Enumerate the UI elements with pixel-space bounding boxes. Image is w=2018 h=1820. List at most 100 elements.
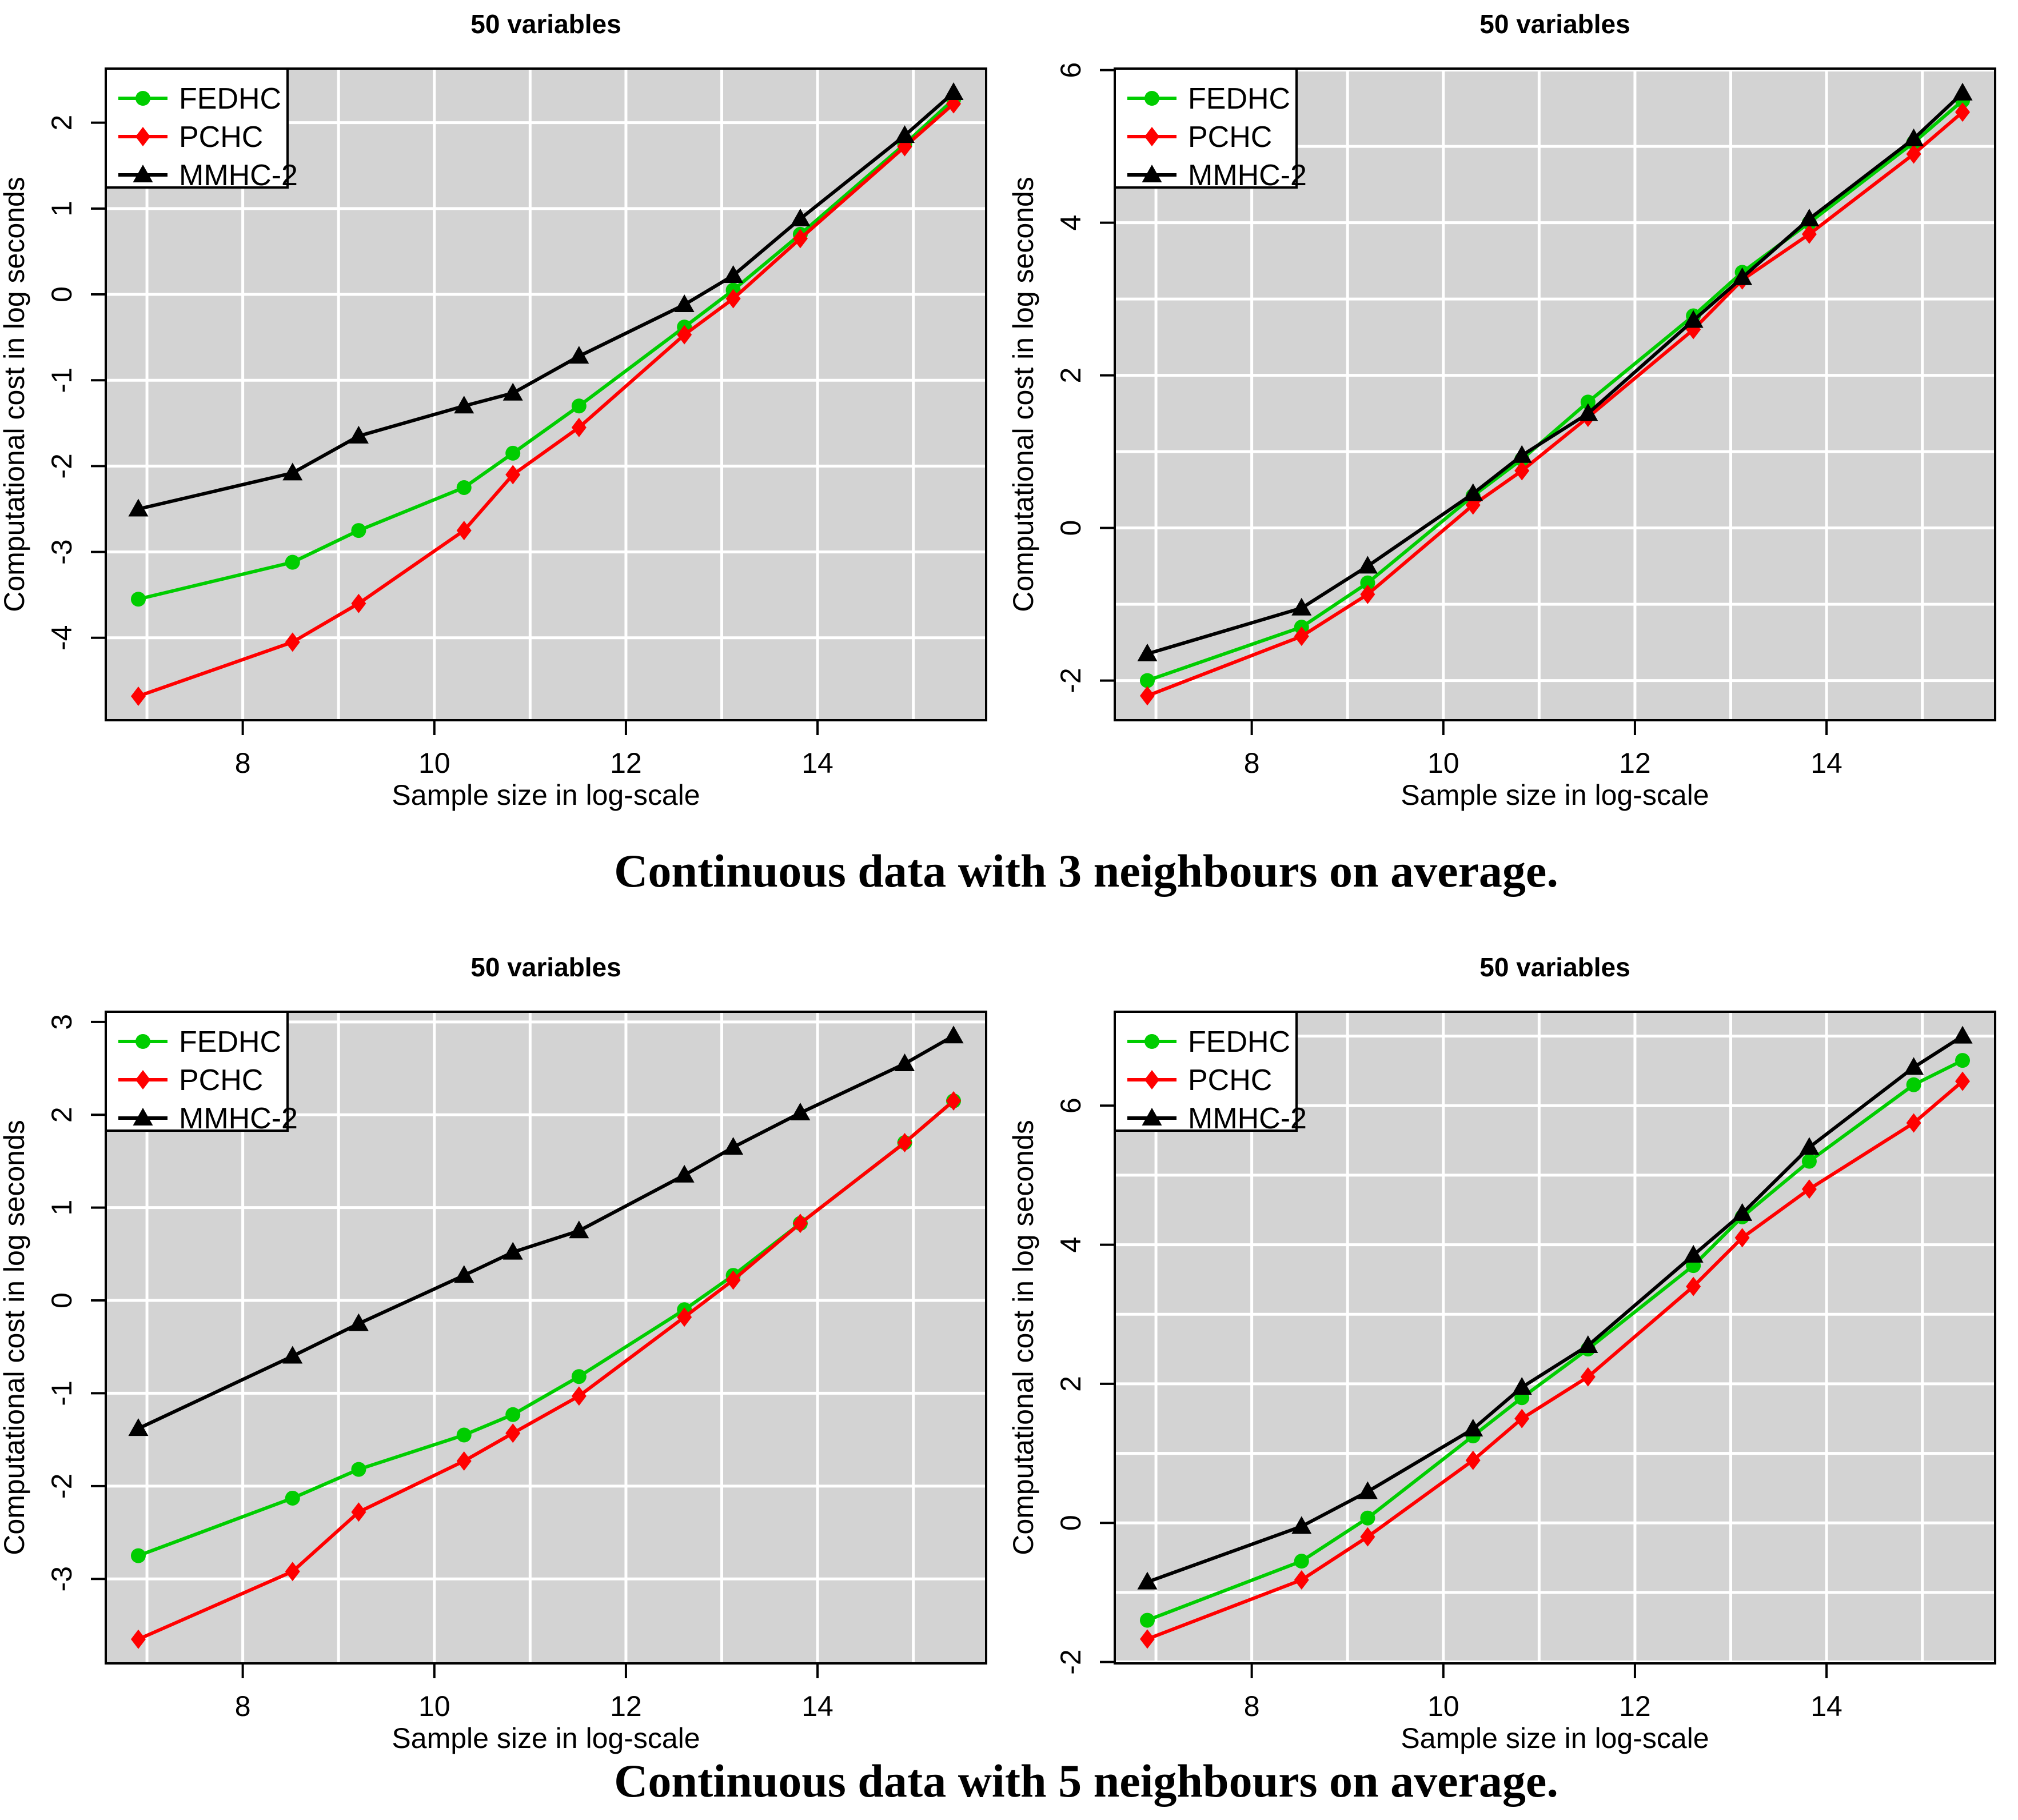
data-point-FEDHC	[130, 592, 146, 607]
data-point-FEDHC	[1955, 1053, 1971, 1068]
data-point-MMHC-2	[1357, 1481, 1378, 1499]
y-tick-label: -4	[46, 625, 78, 650]
legend-label-MMHC-2: MMHC-2	[1188, 1102, 1307, 1135]
data-point-FEDHC	[1139, 673, 1155, 688]
data-point-FEDHC	[505, 445, 521, 461]
data-point-MMHC-2	[1732, 267, 1753, 285]
chart-svg-continuous-3-neighbours-right: 8 10 12 14 -2 0 2 4 6 50 variables Sample size in …	[1007, 9, 1996, 811]
data-point-MMHC-2	[128, 498, 149, 517]
x-axis: 8 10 12 14	[1244, 1663, 1842, 1722]
data-point-PCHC	[1294, 1570, 1309, 1590]
x-tick-label: 14	[1810, 747, 1842, 779]
legend-box	[105, 67, 289, 189]
x-tick-label: 12	[1619, 747, 1651, 779]
series-MMHC-2	[1137, 82, 1973, 661]
data-point-PCHC	[1906, 1113, 1921, 1133]
chart-continuous-3-neighbours-left: 8 10 12 14 -4 -3 -2 -1 0 1 2 50 variables Sample siz…	[0, 0, 1009, 835]
y-tick-label: -2	[46, 453, 78, 478]
data-point-FEDHC	[1139, 1613, 1155, 1628]
y-tick-label: -2	[46, 1474, 78, 1499]
data-point-PCHC	[285, 632, 300, 652]
y-tick-label: 2	[1055, 368, 1087, 384]
data-point-FEDHC	[285, 1490, 300, 1506]
data-point-MMHC-2	[674, 294, 695, 313]
y-axis-title: Computational cost in log seconds	[1009, 1120, 1039, 1555]
x-tick-label: 14	[801, 747, 833, 779]
data-point-MMHC-2	[1137, 643, 1158, 661]
data-point-PCHC	[946, 1091, 962, 1111]
data-point-MMHC-2	[502, 1242, 523, 1260]
data-point-PCHC	[792, 229, 808, 249]
data-point-PCHC	[1139, 1629, 1155, 1649]
circle-legend-marker-icon	[1144, 1034, 1159, 1049]
x-axis-title: Sample size in log-scale	[1401, 1722, 1709, 1754]
data-point-MMHC-2	[1904, 128, 1924, 146]
triangle-legend-marker-icon	[1142, 1108, 1162, 1125]
data-point-PCHC	[1801, 1179, 1817, 1199]
y-tick-label: 0	[1055, 520, 1087, 536]
data-point-PCHC	[1801, 224, 1817, 244]
data-point-FEDHC	[1360, 1510, 1375, 1526]
data-point-FEDHC	[456, 480, 472, 495]
y-tick-label: 4	[1055, 215, 1087, 231]
data-point-MMHC-2	[943, 82, 964, 101]
data-point-PCHC	[571, 417, 587, 437]
data-point-FEDHC	[351, 1462, 366, 1477]
y-tick-label: -1	[46, 368, 78, 393]
series-PCHC	[1139, 1071, 1971, 1649]
data-point-MMHC-2	[1952, 82, 1973, 101]
chart-title: 50 variables	[1479, 952, 1630, 982]
legend-label-FEDHC: FEDHC	[179, 1025, 281, 1059]
data-point-MMHC-2	[1799, 1137, 1820, 1155]
legend-label-PCHC: PCHC	[1188, 121, 1272, 154]
data-point-MMHC-2	[348, 425, 369, 444]
legend: FEDHC PCHC MMHC-2	[1114, 1011, 1307, 1135]
data-point-PCHC	[1734, 1228, 1750, 1248]
data-point-PCHC	[1465, 1450, 1481, 1470]
data-point-MMHC-2	[1357, 556, 1378, 574]
data-point-FEDHC	[456, 1427, 472, 1443]
y-axis-title: Computational cost in log seconds	[0, 1120, 30, 1555]
data-point-PCHC	[1360, 584, 1375, 604]
x-tick-label: 14	[801, 1690, 833, 1722]
x-tick-label: 12	[610, 1690, 642, 1722]
data-point-PCHC	[456, 1451, 472, 1471]
legend-label-MMHC-2: MMHC-2	[179, 1102, 298, 1135]
y-tick-label: -3	[46, 539, 78, 564]
data-point-PCHC	[456, 521, 472, 541]
y-tick-label: 0	[1055, 1515, 1087, 1531]
data-point-MMHC-2	[943, 1025, 964, 1044]
y-tick-label: 2	[1055, 1376, 1087, 1392]
x-axis: 8 10 12 14	[235, 720, 833, 779]
data-point-MMHC-2	[502, 382, 523, 401]
data-point-PCHC	[1360, 1527, 1375, 1547]
data-point-FEDHC	[571, 1369, 587, 1384]
data-point-MMHC-2	[1952, 1025, 1973, 1044]
data-point-FEDHC	[1906, 1077, 1921, 1092]
data-point-FEDHC	[1580, 394, 1596, 410]
data-point-PCHC	[677, 1307, 692, 1327]
data-point-MMHC-2	[454, 396, 474, 414]
data-point-FEDHC	[351, 523, 366, 538]
data-point-MMHC-2	[1511, 1376, 1532, 1395]
circle-legend-marker-icon	[135, 91, 150, 106]
data-point-MMHC-2	[1799, 208, 1820, 226]
data-point-PCHC	[1514, 1408, 1530, 1428]
x-tick-label: 8	[1244, 747, 1260, 779]
legend-label-PCHC: PCHC	[1188, 1064, 1272, 1097]
chart-svg-continuous-5-neighbours-right: 8 10 12 14 -2 0 2 4 6 50 variables Sample size in …	[1007, 952, 1996, 1754]
x-tick-label: 10	[1427, 1690, 1459, 1722]
data-point-MMHC-2	[1578, 1335, 1598, 1353]
y-tick-label: 3	[46, 1014, 78, 1030]
data-point-MMHC-2	[282, 1346, 303, 1364]
x-tick-label: 8	[1244, 1690, 1260, 1722]
x-tick-label: 12	[610, 747, 642, 779]
data-point-FEDHC	[1801, 1154, 1817, 1169]
data-point-PCHC	[130, 686, 146, 706]
y-tick-label: -3	[46, 1566, 78, 1591]
data-point-FEDHC	[1294, 1554, 1309, 1569]
legend: FEDHC PCHC MMHC-2	[1114, 67, 1307, 192]
data-point-MMHC-2	[723, 265, 744, 283]
